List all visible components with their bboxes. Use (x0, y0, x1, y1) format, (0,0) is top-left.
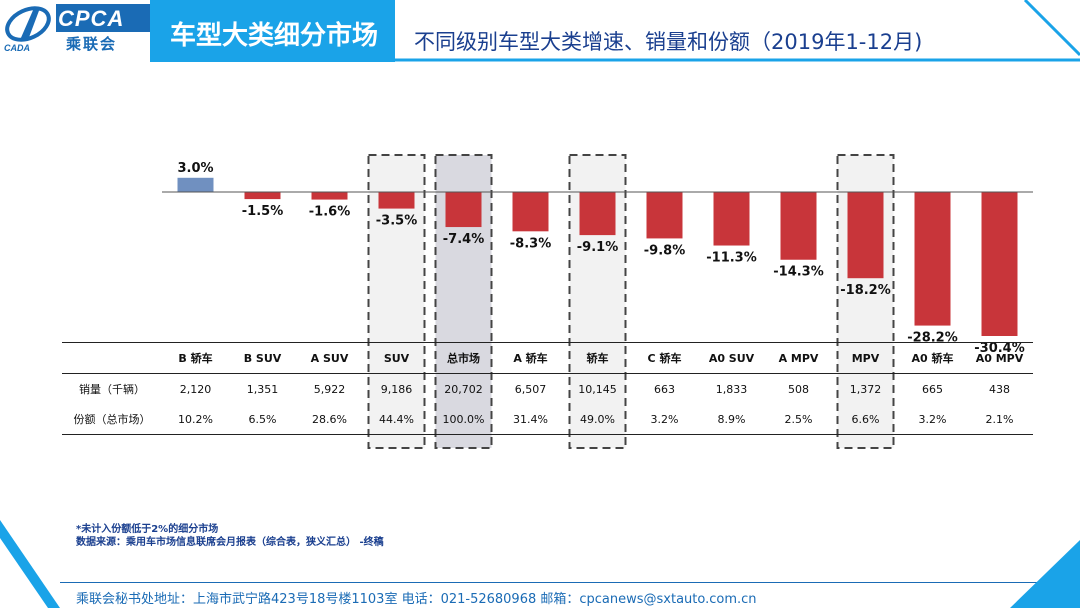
bar-3 (378, 192, 415, 209)
title-bar-background (150, 0, 395, 62)
bar-8 (713, 192, 750, 246)
table-header-row-cell-9: A MPV (765, 342, 832, 374)
value-label-10: -18.2% (840, 283, 891, 298)
table-header-row-cell-10: MPV (832, 342, 899, 374)
table-row-sales-cell-7: 663 (654, 382, 675, 396)
table-row-share-cell-7: 3.2% (650, 412, 679, 426)
logo-box (56, 4, 150, 32)
bar-0 (177, 177, 214, 192)
table-row-sales-cell-12: 438 (989, 382, 1010, 396)
table-header-row-cell-8: A0 SUV (698, 342, 765, 374)
table-row-sales-label: 销量（千辆） (79, 383, 145, 396)
table-row-sales-cell-2: 5,922 (313, 382, 346, 396)
notes: *未计入份额低于2%的细分市场 数据来源：乘用车市场信息联席会月报表（综合表，狭… (76, 523, 384, 549)
value-label-0: 3.0% (177, 161, 213, 176)
value-label-3: -3.5% (376, 214, 417, 229)
table-row-share-cell-3: 44.4% (379, 412, 414, 426)
logo-cada: CADA (4, 43, 30, 53)
logo-text: CPCA (58, 6, 125, 31)
table-row-share-cell-2: 28.6% (312, 412, 347, 426)
table-header-row-cell-7: C 轿车 (631, 342, 698, 374)
bar-12 (981, 192, 1018, 336)
table-row-sales-cell-1: 1,351 (246, 382, 279, 396)
table-row-share-cell-4: 100.0% (442, 412, 485, 426)
table-header-row-cell-0: B 轿车 (162, 342, 229, 374)
table-header-row-cell-4: 总市场 (430, 342, 497, 374)
bar-2 (311, 192, 348, 200)
bar-7 (646, 192, 683, 239)
table-header-row-cell-5: A 轿车 (497, 342, 564, 374)
table-row-sales-cell-9: 508 (788, 382, 809, 396)
value-label-1: -1.5% (242, 204, 283, 219)
corner-decoration-bottom-left (0, 520, 60, 608)
table-row-sales-cell-3: 9,186 (380, 382, 413, 396)
table-row-share-cell-1: 6.5% (248, 412, 277, 426)
bar-1 (244, 192, 281, 200)
table-header-row: B 轿车 B SUV A SUV SUV 总市场 A 轿车 轿车 C 轿车 A0 SUV A MP… (62, 342, 1033, 374)
table-row-sales-cell-0: 2,120 (179, 382, 212, 396)
table-row-share-cell-12: 2.1% (985, 412, 1014, 426)
logo-subtitle: 乘联会 (66, 35, 118, 53)
table-header-row-label (62, 342, 162, 374)
table-row-sales-cell-4: 20,702 (444, 382, 483, 396)
table-header-row-cell-2: A SUV (296, 342, 363, 374)
table-header-row-cell-12: A0 MPV (966, 342, 1033, 374)
table-header-row-cell-6: 轿车 (564, 342, 631, 374)
footer-contact: 乘联会秘书处地址：上海市武宁路423号18号楼1103室 电话：021-5268… (76, 592, 757, 607)
value-label-6: -9.1% (577, 240, 618, 255)
table-row-sales-cell-10: 1,372 (849, 382, 882, 396)
table-header-row-cell-1: B SUV (229, 342, 296, 374)
corner-decoration-bottom-right (1010, 540, 1080, 608)
footer-divider (60, 582, 1080, 583)
table-row-share-cell-0: 10.2% (178, 412, 213, 426)
value-label-7: -9.8% (644, 243, 685, 258)
table-row-share-cell-9: 2.5% (784, 412, 813, 426)
note-line-2: 数据来源：乘用车市场信息联席会月报表（综合表，狭义汇总） -终稿 (76, 537, 384, 548)
table-header-row-cell-11: A0 轿车 (899, 342, 966, 374)
table-row-sales: 销量（千辆） 2,120 1,351 5,922 9,186 20,702 6,507 10,… (62, 374, 1033, 405)
table-row-sales-cell-8: 1,833 (715, 382, 748, 396)
bar-9 (780, 192, 817, 260)
value-label-8: -11.3% (706, 251, 757, 266)
table-header-row-cell-3: SUV (363, 342, 430, 374)
value-label-4: -7.4% (443, 232, 484, 247)
value-label-5: -8.3% (510, 236, 551, 251)
header-bar (0, 0, 1080, 62)
table-row-share-cell-5: 31.4% (513, 412, 548, 426)
bar-5 (512, 192, 549, 232)
bar-11 (914, 192, 951, 326)
value-label-9: -14.3% (773, 265, 824, 280)
note-line-1: *未计入份额低于2%的细分市场 (76, 524, 219, 535)
bar-10 (847, 192, 884, 279)
table-row-share-cell-6: 49.0% (580, 412, 615, 426)
table-row-sales-cell-5: 6,507 (514, 382, 547, 396)
page-subtitle: 不同级别车型大类增速、销量和份额（2019年1-12月) (414, 30, 923, 54)
table-row-share-cell-11: 3.2% (918, 412, 947, 426)
cpca-logo-icon (5, 6, 51, 42)
table-row-share-cell-10: 6.6% (851, 412, 880, 426)
table-row-share-cell-8: 8.9% (717, 412, 746, 426)
bar-4 (445, 192, 482, 228)
table-row-sales-cell-6: 10,145 (578, 382, 617, 396)
value-label-2: -1.6% (309, 205, 350, 220)
bar-6 (579, 192, 616, 236)
page-title: 车型大类细分市场 (170, 21, 379, 51)
table-row-sales-cell-11: 665 (922, 382, 943, 396)
table-row-share: 份额（总市场） 10.2% 6.5% 28.6% 44.4% 100.0% 31.4% 49.… (62, 404, 1033, 435)
data-table: B 轿车 B SUV A SUV SUV 总市场 A 轿车 轿车 C 轿车 A0 SUV A MP… (62, 342, 1033, 435)
table-row-share-label: 份额（总市场） (73, 413, 151, 426)
